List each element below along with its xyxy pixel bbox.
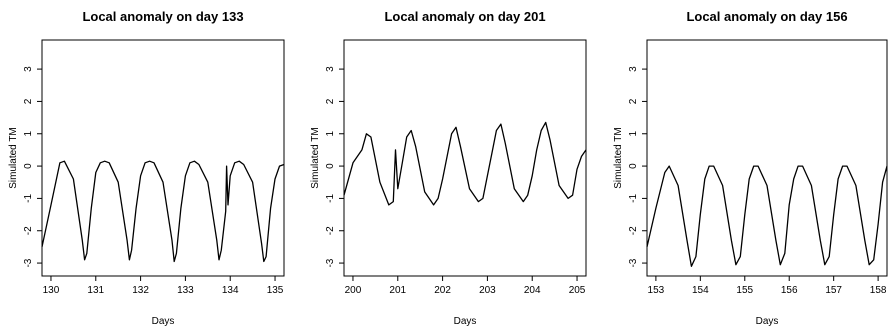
x-tick-label: 133 [177,285,194,296]
x-tick-label: 202 [434,285,451,296]
y-tick-label: -1 [628,194,639,203]
y-tick-label: -3 [628,258,639,267]
chart-title: Local anomaly on day 133 [82,9,243,24]
y-tick-label: -2 [628,226,639,235]
x-axis-label: Days [152,316,175,327]
y-tick-label: 3 [628,66,639,72]
x-tick-label: 205 [569,285,586,296]
x-tick-label: 157 [825,285,842,296]
y-tick-label: 3 [325,66,336,72]
x-tick-label: 200 [345,285,362,296]
series-line [343,121,587,206]
x-tick-label: 156 [781,285,798,296]
x-tick-label: 130 [43,285,60,296]
y-axis-label: Simulated TM [613,127,624,189]
y-tick-label: 0 [325,163,336,169]
y-tick-label: 3 [23,66,34,72]
x-tick-label: 132 [132,285,149,296]
y-tick-label: 2 [628,98,639,104]
y-tick-label: -2 [325,226,336,235]
plot-frame [646,39,888,277]
x-tick-label: 134 [222,285,239,296]
x-tick-label: 204 [524,285,541,296]
y-tick-label: 1 [628,131,639,137]
y-tick-label: -3 [325,258,336,267]
x-tick-label: 155 [736,285,753,296]
y-tick-label: 0 [628,163,639,169]
x-axis-label: Days [756,316,779,327]
x-tick-label: 154 [692,285,709,296]
plot-frame [343,39,587,277]
chart-title: Local anomaly on day 201 [384,9,545,24]
y-axis-label: Simulated TM [8,127,19,189]
x-axis-label: Days [454,316,477,327]
y-tick-label: 1 [23,131,34,137]
x-tick-label: 135 [267,285,284,296]
y-tick-label: -1 [325,194,336,203]
chart-panel-3: Local anomaly on day 156 153 154 155 156 157 1… [613,9,888,327]
x-tick-label: 131 [87,285,104,296]
chart-title: Local anomaly on day 156 [686,9,847,24]
y-tick-label: -3 [23,258,34,267]
x-tick-label: 158 [870,285,887,296]
y-tick-label: 2 [23,98,34,104]
y-tick-label: -2 [23,226,34,235]
x-tick-label: 201 [389,285,406,296]
plot-frame [41,39,285,277]
x-tick-label: 203 [479,285,496,296]
series-line [41,160,285,263]
x-tick-label: 153 [648,285,665,296]
y-tick-label: -1 [23,194,34,203]
y-axis-label: Simulated TM [310,127,321,189]
series-line [646,165,888,267]
y-tick-label: 0 [23,163,34,169]
y-tick-label: 2 [325,98,336,104]
y-tick-label: 1 [325,131,336,137]
